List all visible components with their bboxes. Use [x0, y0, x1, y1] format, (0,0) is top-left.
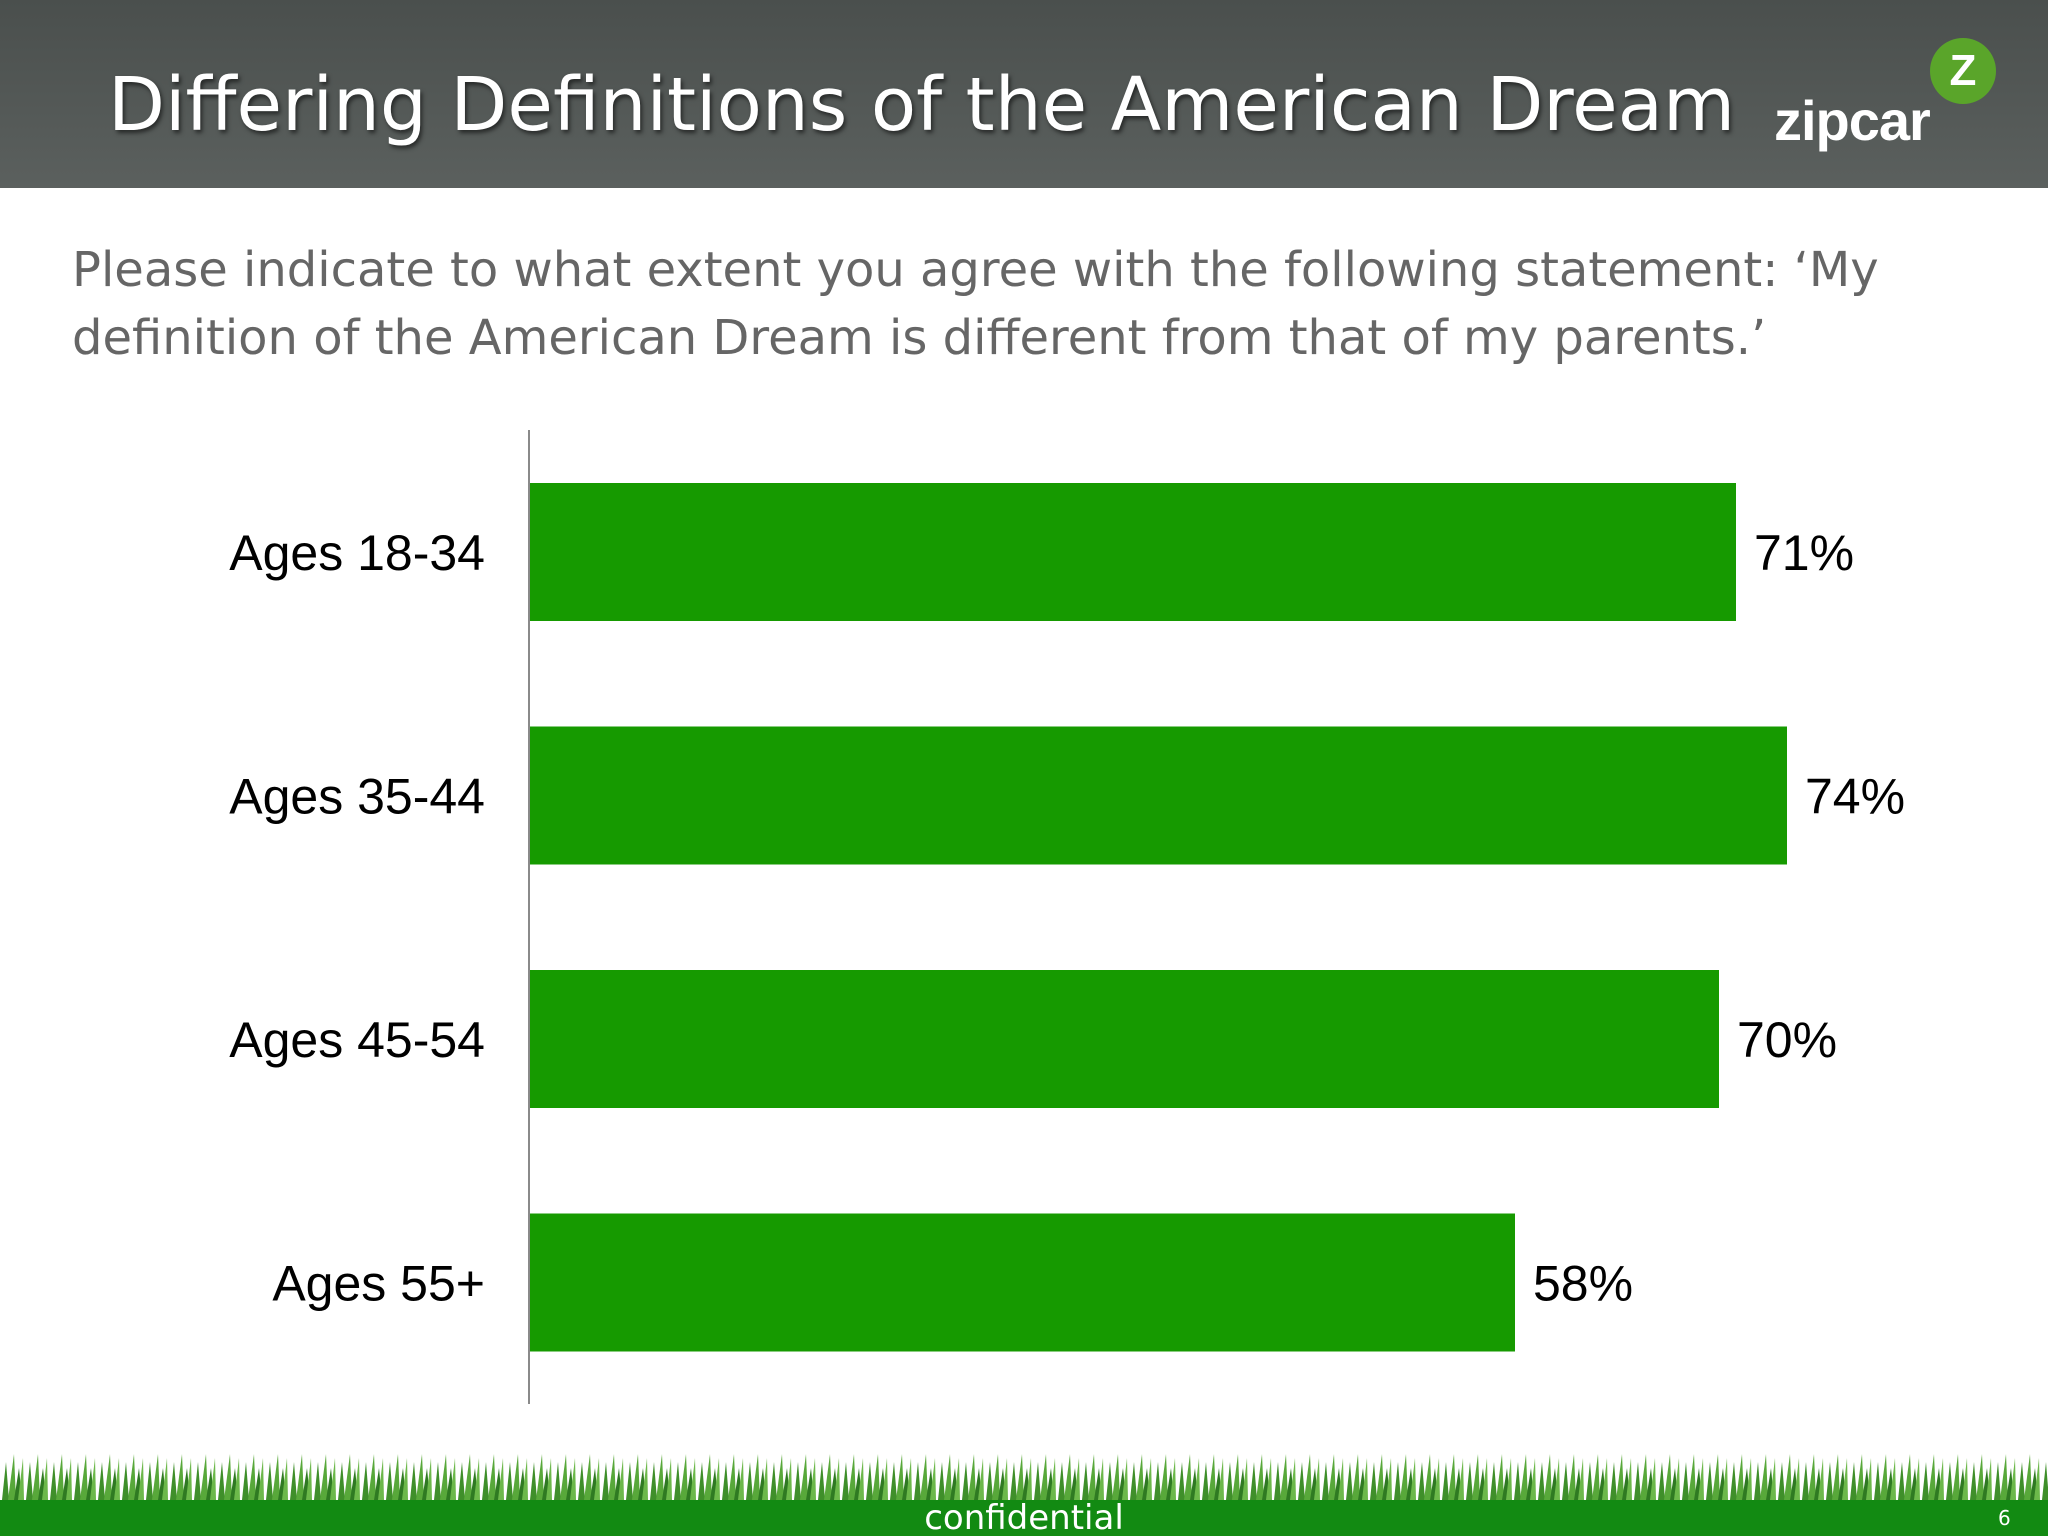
zipcar-badge-icon: Z — [1930, 38, 1996, 104]
grass-decoration — [0, 1450, 2048, 1500]
footer-bar — [0, 1500, 2048, 1536]
bar-2 — [529, 970, 1719, 1108]
zipcar-logo: Z zipcar — [1770, 38, 2010, 158]
category-label-0: Ages 18-34 — [229, 525, 485, 581]
survey-question: Please indicate to what extent you agree… — [72, 242, 1879, 366]
value-label-0: 71% — [1754, 525, 1854, 581]
bars-layer: Ages 18-34 71% Ages 35-44 74% Ages 45-54 70% A… — [229, 483, 1905, 1352]
value-label-3: 58% — [1533, 1256, 1633, 1312]
value-label-2: 70% — [1737, 1012, 1837, 1068]
bar-3 — [529, 1213, 1515, 1352]
confidential-label: confidential — [924, 1498, 1124, 1538]
bar-0 — [529, 483, 1736, 621]
value-label-1: 74% — [1805, 769, 1905, 825]
category-label-1: Ages 35-44 — [229, 769, 485, 825]
slide-header: Differing Definitions of the American Dr… — [0, 0, 2048, 188]
category-label-2: Ages 45-54 — [229, 1012, 485, 1068]
category-label-3: Ages 55+ — [272, 1256, 485, 1312]
bar-1 — [529, 726, 1787, 865]
logo-wordmark: zipcar — [1774, 89, 1931, 152]
page-number: 6 — [1998, 1506, 2011, 1530]
slide-title: Differing Definitions of the American Dr… — [108, 62, 1736, 148]
